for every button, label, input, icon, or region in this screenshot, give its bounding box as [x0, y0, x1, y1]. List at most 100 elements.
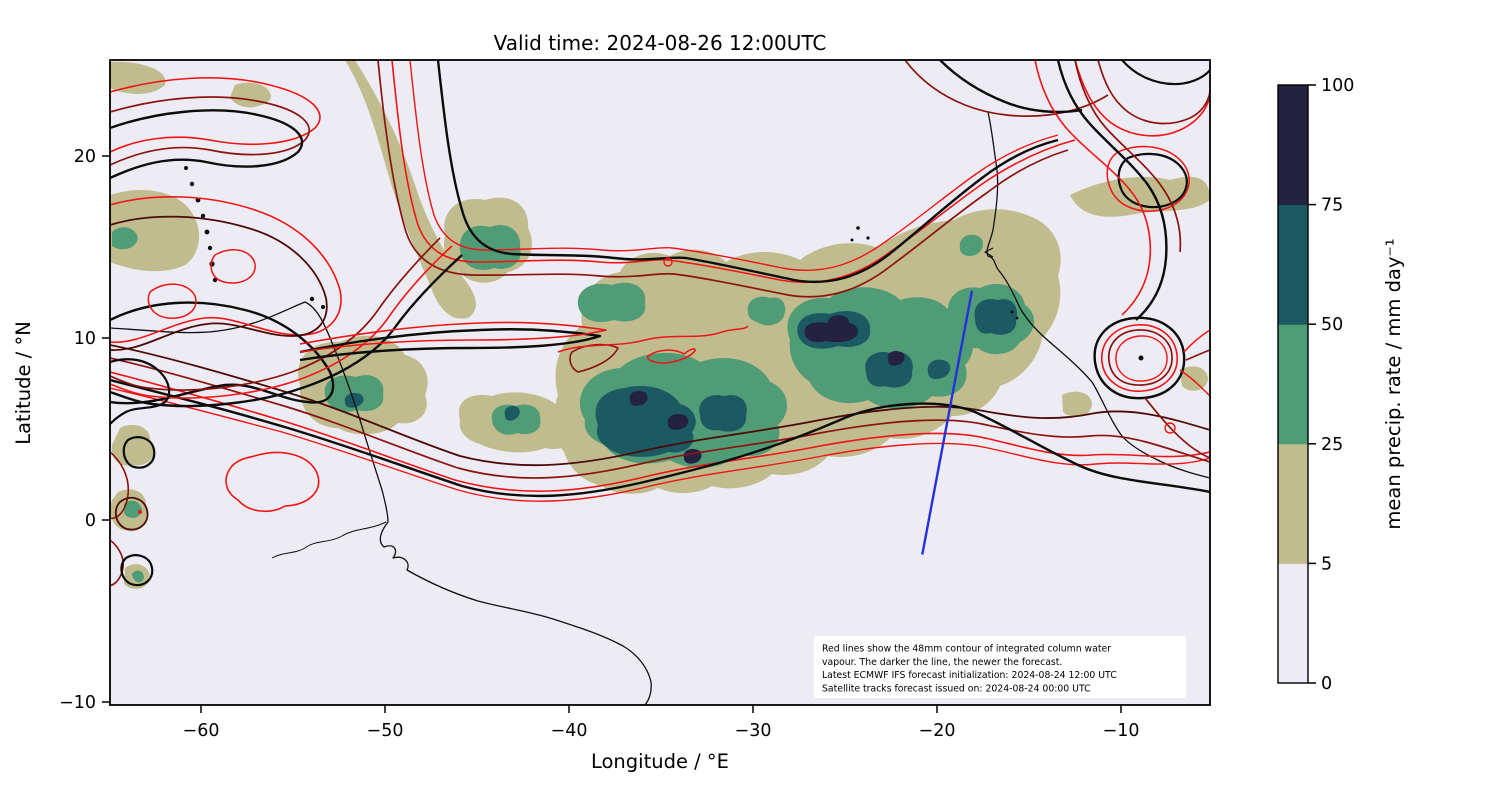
- island-antilles: [204, 229, 210, 235]
- x-tick-label: −60: [183, 721, 220, 741]
- coastline-south-america: [110, 301, 652, 705]
- precip-fill-khaki-bl-1: [111, 424, 154, 466]
- coastline-cap-vert: [984, 247, 994, 258]
- icwv-contour-tl-red-1: [110, 77, 321, 153]
- icwv-ring-small-a: [663, 257, 673, 267]
- icwv-contour-exit-maroon: [1185, 349, 1210, 361]
- y-axis-ticks: 20 10 0 −10: [59, 147, 110, 713]
- annotation-box: Red lines show the 48mm contour of integ…: [814, 636, 1186, 698]
- icwv-contour-guinea-maroon-ring: [1108, 329, 1173, 386]
- precip-fill-teal-1: [595, 385, 696, 457]
- icwv-contour-bl-black-ring-a: [122, 436, 156, 469]
- precip-fill-khaki-left-edge: [110, 190, 200, 272]
- icwv-contour-rv-red: [1034, 60, 1152, 316]
- island-bijagos: [1015, 316, 1019, 320]
- icwv-contour-finger-red: [299, 321, 607, 353]
- icwv-ring-small-b: [1164, 422, 1176, 434]
- icwv-contour-guinea-red-ring: [1101, 324, 1178, 392]
- x-tick-label: −10: [1103, 721, 1140, 741]
- colorbar-segment: [1278, 324, 1308, 445]
- precip-fill-green-11: [747, 296, 786, 326]
- precip-fill-teal-7: [504, 405, 520, 421]
- y-tick-label: −10: [59, 693, 96, 713]
- precip-fill-navy-2: [629, 390, 648, 406]
- icwv-contours: [110, 60, 1210, 587]
- map-layers: [110, 60, 1210, 705]
- annotation-line: Latest ECMWF IFS forecast initialization…: [822, 670, 1117, 681]
- island-antilles: [200, 213, 206, 219]
- satellite-track: [921, 290, 974, 555]
- colorbar-tick-label: 5: [1321, 554, 1332, 574]
- icwv-contour-rv-maroon: [1074, 60, 1182, 253]
- y-tick-label: 20: [74, 147, 96, 167]
- annotation-line: vapour. The darker the line, the newer t…: [822, 657, 1062, 668]
- precip-fill-navy-3: [667, 414, 689, 430]
- colorbar-tick-label: 0: [1321, 674, 1332, 694]
- precip-fill-khaki-corner-a: [110, 61, 166, 94]
- plot-title: Valid time: 2024-08-26 12:00UTC: [494, 31, 827, 55]
- icwv-contour-swa-red: [110, 245, 453, 399]
- icwv-contour-mid-red-squiggle: [557, 325, 749, 353]
- y-tick-label: 0: [85, 511, 96, 531]
- precip-fill-teal-8: [927, 359, 951, 380]
- y-axis-label: Latitude / °N: [12, 321, 35, 445]
- icwv-contour-bl-black-ring-b: [120, 554, 154, 587]
- satellite-track-layer: [921, 290, 974, 555]
- icwv-contour-nb-red-2: [409, 60, 1059, 271]
- colorbar-segment: [1278, 563, 1308, 684]
- icwv-contour-tr-maroon-arc: [1097, 60, 1210, 125]
- icwv-contour-tl-black-1: [110, 109, 304, 180]
- icwv-contour-south-red-a: [110, 371, 1210, 492]
- icwv-contour-south-darkmaroon: [110, 344, 1210, 467]
- precip-fill-navy-6: [804, 321, 859, 343]
- icwv-contour-exit-red-a: [1183, 329, 1210, 353]
- island-cape-verde: [866, 236, 870, 240]
- precip-fill-teal-2: [699, 395, 747, 432]
- icwv-contour-tl-red-loop-a: [147, 283, 197, 319]
- coastline-amazon-river: [271, 521, 387, 559]
- icwv-contour-tr-black-top: [1121, 60, 1210, 86]
- precip-fill-green-10: [132, 570, 144, 583]
- precip-fill-green-3: [577, 282, 646, 323]
- icwv-contour-tr-red-ring: [1106, 145, 1190, 212]
- plot-border: [109, 59, 1211, 706]
- precip-fill-green-8: [112, 227, 138, 250]
- x-axis-ticks: −60 −50 −40 −30 −20 −10: [183, 705, 1140, 741]
- x-tick-label: −30: [735, 721, 772, 741]
- icwv-contour-finger-black: [299, 328, 602, 362]
- icwv-contour-swa-maroon: [110, 237, 441, 391]
- island-trinidad: [309, 296, 315, 302]
- icwv-contour-black-top: [939, 60, 1083, 114]
- colorbar-segment: [1278, 204, 1308, 325]
- precip-fill-khaki-topright: [1070, 176, 1210, 217]
- coastline-west-africa: [986, 111, 1210, 479]
- island-antilles: [212, 277, 218, 283]
- icwv-contour-tl-black-2: [110, 301, 335, 405]
- icwv-contour-tl-maroon-1: [110, 96, 311, 166]
- island-antilles: [189, 181, 195, 187]
- icwv-contour-tr-red-arc: [1074, 60, 1210, 137]
- icwv-contour-guinea-black-ring: [1093, 316, 1186, 400]
- precip-fill-green-9: [124, 500, 142, 518]
- island-cape-verde: [856, 226, 860, 230]
- icwv-contour-mid-red-pointed: [646, 348, 696, 364]
- annotation-line: Satellite tracks forecast issued on: 202…: [822, 683, 1091, 694]
- precip-fill-khaki-sierra: [1062, 391, 1092, 417]
- precip-fill-green-12: [959, 234, 984, 257]
- colorbar-segment: [1278, 85, 1308, 206]
- annotation-background: [814, 636, 1186, 698]
- icwv-contour-south-red-b: [110, 387, 1210, 502]
- colorbar-segment: [1278, 443, 1308, 564]
- icwv-contour-exit-red-b: [1179, 369, 1210, 397]
- island-antilles: [207, 245, 213, 251]
- icwv-contour-nb-red-1: [391, 60, 1076, 284]
- x-axis-label: Longitude / °E: [591, 750, 729, 773]
- y-tick-label: 10: [74, 329, 96, 349]
- icwv-dot-red: [138, 510, 142, 514]
- precip-fill-khaki-right-small: [1180, 366, 1208, 391]
- icwv-contour-rv-black: [1056, 60, 1168, 321]
- icwv-contour-le-black-mid: [110, 358, 171, 425]
- icwv-contour-maroon-top: [904, 60, 1109, 117]
